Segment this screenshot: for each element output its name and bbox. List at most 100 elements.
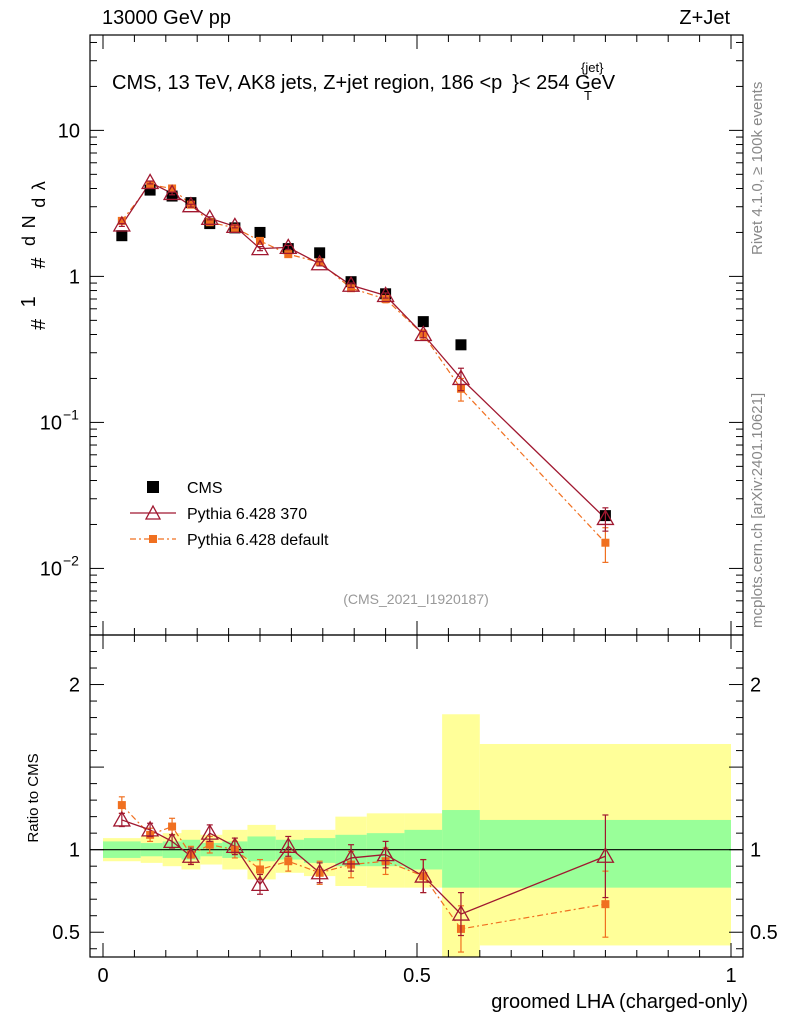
- y-tick-label-main: 1: [69, 266, 80, 288]
- ratio-point-pythia370: [341, 848, 361, 865]
- y-tick-label-main: 10: [58, 120, 80, 142]
- legend-label-pythia370: Pythia 6.428 370: [187, 506, 307, 523]
- point-pythia370: [376, 286, 395, 303]
- plot-title-main: CMS, 13 TeV, AK8 jets, Z+jet region, 186…: [112, 72, 491, 94]
- point-pythia370: [451, 369, 471, 386]
- ratio-point-pythia370: [140, 820, 160, 837]
- ratio-point-pythia370: [250, 875, 270, 891]
- ratio-panel-series: [112, 796, 615, 953]
- x-tick-label: 1: [725, 965, 736, 987]
- x-axis-label: groomed LHA (charged-only): [491, 991, 748, 1013]
- point-pythia370: [162, 184, 182, 201]
- point-cms: [417, 316, 429, 328]
- point-cms: [116, 230, 128, 242]
- plot-title-end: }< 254 GeV: [512, 72, 616, 94]
- point-pythia370: [596, 509, 615, 526]
- point-pythia-default: [168, 184, 177, 193]
- y-axis-label-main-text: # 1 # d N d λ: [18, 181, 50, 330]
- legend-marker-cms: [147, 481, 159, 493]
- y-tick-label-ratio-right: 0.5: [750, 922, 778, 944]
- ratio-point-pythia-default: [284, 857, 293, 866]
- y-tick-label-main-exp: −1: [63, 406, 79, 422]
- x-tick-label: 0: [97, 965, 108, 987]
- point-cms: [254, 226, 266, 238]
- point-pythia370: [181, 196, 201, 213]
- legend: CMS Pythia 6.428 370 Pythia 6.428 defaul…: [130, 480, 329, 549]
- ratio-point-pythia370: [200, 823, 219, 840]
- ratio-point-pythia370: [162, 832, 182, 849]
- series-line-pythia370: [121, 181, 606, 519]
- plot-title-p: p: [491, 72, 502, 94]
- point-cms: [455, 339, 467, 351]
- y-tick-label-ratio-right: 1: [750, 840, 761, 862]
- ratio-point-pythia370: [310, 863, 329, 880]
- y-label-part: d: [19, 236, 39, 246]
- ratio-point-pythia-default: [168, 822, 177, 831]
- point-pythia370: [250, 239, 270, 256]
- y-label-part: 1: [18, 296, 40, 307]
- point-cms: [144, 184, 156, 196]
- point-pythia370: [341, 275, 361, 292]
- legend-label-pythia-default: Pythia 6.428 default: [187, 532, 329, 549]
- y-tick-label-ratio-right: 2: [750, 675, 761, 697]
- point-pythia-default: [146, 180, 155, 189]
- y-label-part: λ: [29, 181, 49, 190]
- ratio-point-pythia370: [414, 866, 433, 883]
- plot-title: CMS, 13 TeV, AK8 jets, Z+jet region, 186…: [112, 72, 616, 94]
- y-axis-label-main: # 1 # d N d λ: [18, 181, 50, 330]
- ratio-point-pythia370: [451, 904, 471, 921]
- point-pythia370: [140, 173, 160, 190]
- point-pythia370: [279, 238, 298, 255]
- point-pythia370: [225, 217, 245, 234]
- x-tick-label: 0.5: [403, 965, 431, 987]
- header-collision-label: 13000 GeV pp: [102, 7, 231, 29]
- y-tick-label-ratio: 1: [69, 840, 80, 862]
- point-pythia370: [414, 325, 433, 342]
- point-pythia-default: [381, 295, 390, 304]
- point-cms: [166, 190, 178, 202]
- ratio-point-pythia370: [181, 846, 201, 863]
- band-inner: [247, 836, 276, 862]
- point-cms: [314, 247, 326, 259]
- ratio-point-pythia370: [596, 846, 615, 863]
- y-label-part: #: [28, 257, 50, 269]
- point-pythia-default: [347, 284, 356, 293]
- point-pythia370: [200, 208, 219, 225]
- y-tick-label-main-exp: −2: [63, 552, 79, 568]
- point-pythia370: [112, 215, 131, 232]
- rivet-version-label: Rivet 4.1.0, ≥ 100k events: [749, 82, 766, 255]
- ratio-point-pythia-default: [601, 900, 610, 909]
- y-axis-label-ratio: Ratio to CMS: [25, 753, 42, 842]
- ratio-point-pythia-default: [205, 840, 214, 849]
- main-panel-series: [112, 173, 615, 563]
- y-tick-label-ratio: 2: [69, 675, 80, 697]
- legend-marker-pythia370: [144, 504, 162, 520]
- ratio-line-pythia370: [121, 819, 606, 915]
- point-cms: [345, 276, 357, 288]
- point-pythia-default: [117, 216, 126, 225]
- ratio-point-pythia370: [112, 810, 131, 827]
- y-tick-label-main: 10: [40, 558, 62, 580]
- ratio-point-pythia370: [376, 845, 395, 862]
- band-inner: [303, 838, 336, 863]
- ratio-point-pythia370: [225, 837, 245, 854]
- point-pythia-default: [284, 250, 293, 259]
- y-tick-label-main: 10: [40, 412, 62, 434]
- ratio-point-pythia370: [279, 837, 298, 854]
- legend-marker-pythia-default: [149, 535, 157, 543]
- mcplots-label: mcplots.cern.ch [arXiv:2401.10621]: [749, 393, 766, 628]
- plot-title-subscript: T: [584, 88, 592, 103]
- legend-label-cms: CMS: [187, 480, 223, 497]
- band-inner: [442, 810, 480, 888]
- ratio-point-pythia-default: [117, 801, 126, 810]
- ratio-point-pythia-default: [256, 865, 264, 874]
- point-pythia-default: [205, 218, 214, 227]
- plot-title-superscript: {jet}: [581, 60, 604, 75]
- y-label-part: #: [28, 318, 50, 330]
- y-label-part: N: [19, 215, 39, 228]
- header-process-label: Z+Jet: [679, 7, 730, 29]
- y-tick-label-ratio: 0.5: [52, 922, 80, 944]
- analysis-id-label: (CMS_2021_I1920187): [343, 591, 489, 607]
